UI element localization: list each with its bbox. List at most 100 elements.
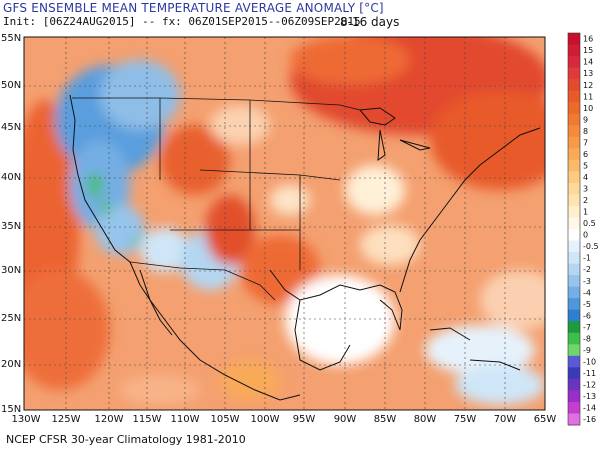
colorbar-swatch (568, 298, 580, 311)
lat-label: 55N (1, 33, 21, 44)
colorbar-label: -10 (583, 357, 596, 366)
colorbar-label: -13 (583, 392, 596, 401)
colorbar-label: 13 (583, 69, 593, 78)
colorbar-swatch (568, 136, 580, 149)
lat-label: 25N (1, 313, 21, 324)
colorbar-label: -8 (583, 334, 591, 343)
colorbar-swatch (568, 182, 580, 195)
colorbar-label: 0.5 (583, 219, 596, 228)
colorbar-swatch (568, 125, 580, 138)
chart-title: GFS ENSEMBLE MEAN TEMPERATURE AVERAGE AN… (3, 1, 384, 15)
colorbar-swatch (568, 263, 580, 276)
colorbar-label: -3 (583, 277, 591, 286)
colorbar-label: -0.5 (583, 242, 599, 251)
colorbar-label: 16 (583, 35, 593, 44)
lat-label: 35N (1, 221, 21, 232)
lon-label: 80W (414, 414, 437, 425)
colorbar-label: -6 (583, 311, 591, 320)
colorbar-swatch (568, 240, 580, 253)
colorbar-label: -1 (583, 254, 591, 263)
colorbar-swatch (568, 67, 580, 80)
colorbar-swatch (568, 205, 580, 218)
colorbar-swatch (568, 148, 580, 161)
colorbar-swatch (568, 171, 580, 184)
colorbar-label: 3 (583, 185, 588, 194)
colorbar-swatch (568, 321, 580, 334)
colorbar-label: 7 (583, 138, 588, 147)
lon-label: 105W (211, 414, 240, 425)
colorbar-swatch (568, 229, 580, 242)
colorbar-label: -7 (583, 323, 591, 332)
graticule (24, 37, 545, 410)
colorbar-label: -11 (583, 369, 596, 378)
lat-label: 20N (1, 359, 21, 370)
colorbar-label: 8 (583, 127, 588, 136)
lon-label: 95W (293, 414, 316, 425)
lon-label: 100W (251, 414, 280, 425)
colorbar-label: 2 (583, 196, 588, 205)
colorbar-label: 1 (583, 208, 588, 217)
lon-label: 65W (534, 414, 557, 425)
colorbar-swatch (568, 44, 580, 57)
lon-label: 115W (133, 414, 162, 425)
colorbar-swatch (568, 355, 580, 368)
colorbar-swatch (568, 33, 580, 46)
colorbar-swatch (568, 332, 580, 345)
colorbar-swatch (568, 286, 580, 299)
colorbar-swatch (568, 90, 580, 103)
colorbar-label: 14 (583, 58, 593, 67)
colorbar-label: 4 (583, 173, 588, 182)
init-forecast-line: Init: [06Z24AUG2015] -- fx: 06Z01SEP2015… (3, 15, 361, 28)
colorbar-label: 11 (583, 92, 593, 101)
longitude-labels: 130W 125W 120W 115W 110W 105W 100W 95W 90W 85W 80W… (12, 414, 557, 425)
colorbar-swatch (568, 79, 580, 92)
colorbar-swatch (568, 56, 580, 69)
colorbar-swatch (568, 102, 580, 115)
climatology-note: NCEP CFSR 30-year Climatology 1981-2010 (6, 433, 246, 446)
colorbar-swatch (568, 194, 580, 207)
coastlines (69, 94, 541, 401)
lon-label: 70W (494, 414, 517, 425)
lon-label: 120W (95, 414, 124, 425)
colorbar-label: -2 (583, 265, 591, 274)
lon-label: 90W (334, 414, 357, 425)
colorbar-swatch (568, 378, 580, 391)
lat-label: 40N (1, 172, 21, 183)
colorbar-swatch (568, 113, 580, 126)
colorbar-swatch (568, 401, 580, 414)
lat-label: 15N (1, 404, 21, 415)
colorbar-swatch (568, 217, 580, 230)
colorbar-label: 5 (583, 161, 588, 170)
colorbar-swatch (568, 252, 580, 265)
colorbar-label: 9 (583, 115, 588, 124)
latitude-labels: 55N 50N 45N 40N 35N 30N 25N 20N 15N (1, 33, 21, 415)
borders (72, 97, 361, 301)
colorbar-swatch (568, 413, 580, 426)
colorbar-label: -14 (583, 404, 596, 413)
forecast-period: 8-16 days (340, 15, 400, 29)
colorbar-swatch (568, 159, 580, 172)
colorbar-label: 0 (583, 231, 588, 240)
colorbar-swatch (568, 275, 580, 288)
colorbar-label: -16 (583, 415, 596, 424)
colorbar-swatch (568, 344, 580, 357)
colorbar-label: 10 (583, 104, 593, 113)
colorbar-label: -12 (583, 381, 596, 390)
colorbar-swatch (568, 390, 580, 403)
colorbar-swatch (568, 367, 580, 380)
colorbar-frame (567, 32, 581, 426)
lon-label: 130W (12, 414, 41, 425)
colorbar: 16 15 14 13 12 11 10 9 8 7 6 5 4 3 2 1 0.5 0 -0.5 -1 -2 -3 -4 -… (567, 32, 599, 426)
lat-label: 30N (1, 265, 21, 276)
colorbar-label: 6 (583, 150, 588, 159)
lon-label: 125W (52, 414, 81, 425)
lon-label: 110W (171, 414, 200, 425)
colorbar-label: -5 (583, 300, 591, 309)
lon-label: 85W (374, 414, 397, 425)
anomaly-field (24, 37, 545, 410)
lat-label: 50N (1, 80, 21, 91)
map-frame (23, 36, 546, 411)
colorbar-label: -4 (583, 288, 591, 297)
colorbar-label: 15 (583, 46, 593, 55)
